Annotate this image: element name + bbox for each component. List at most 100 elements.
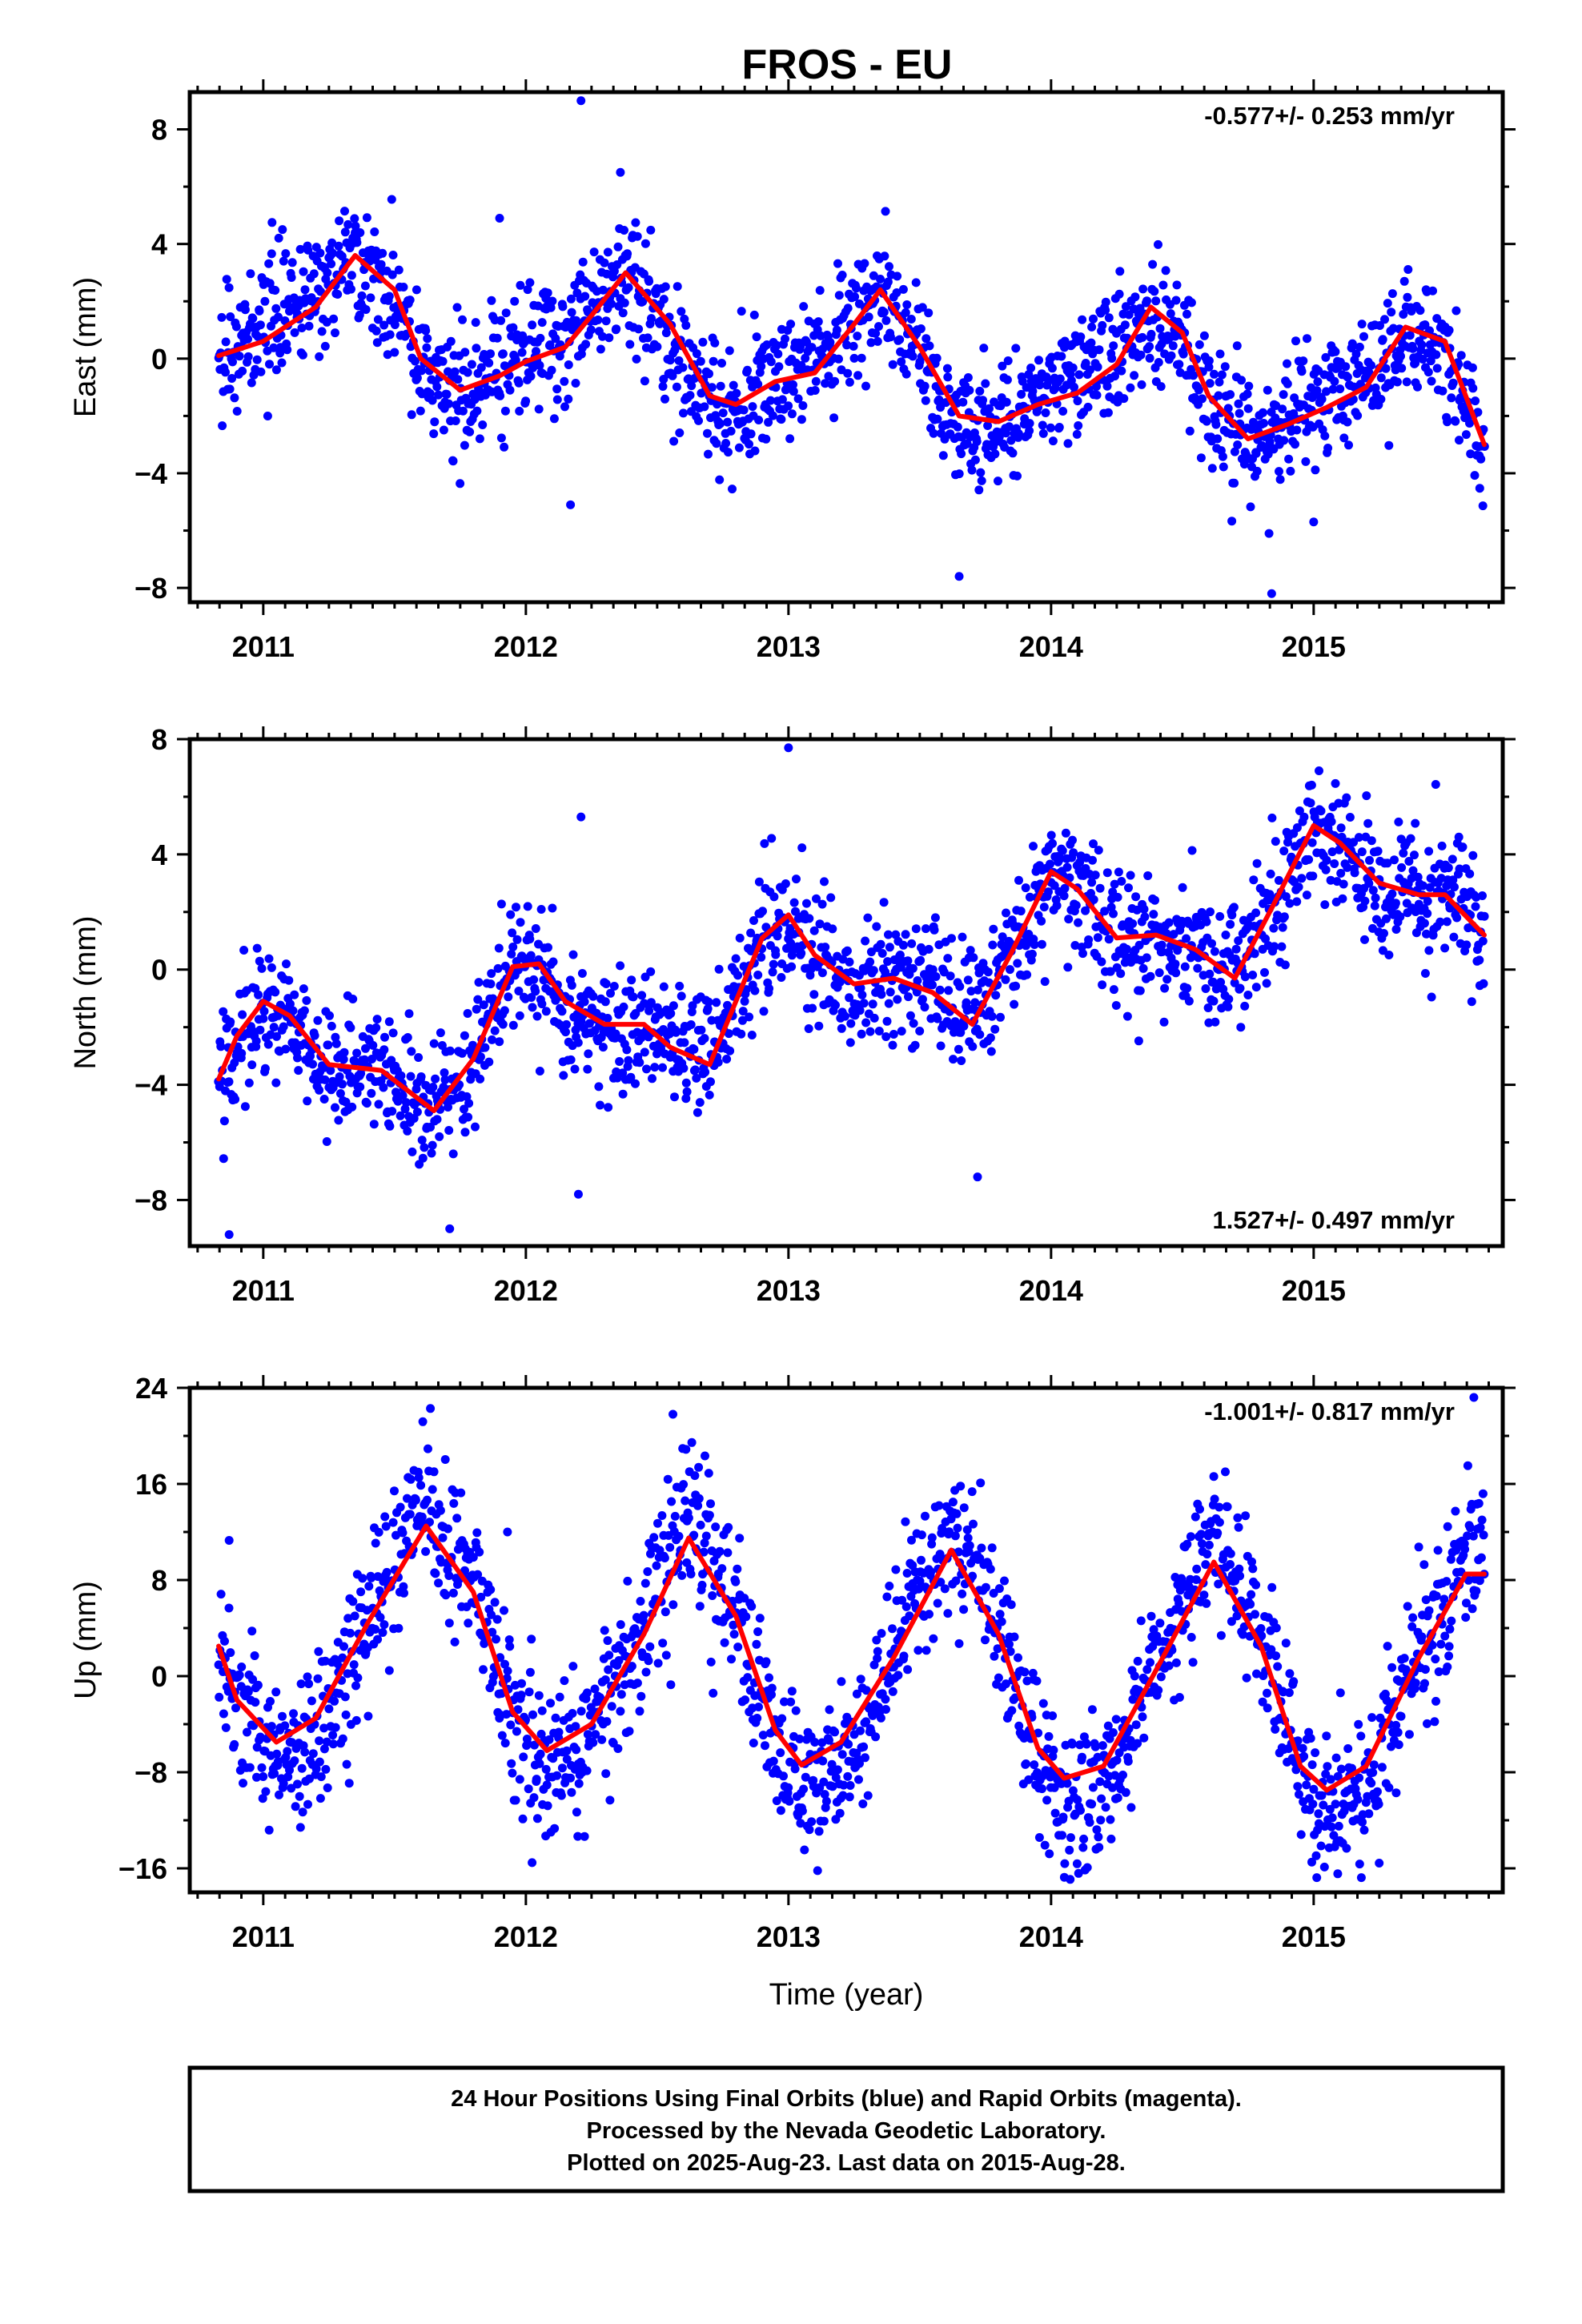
data-point bbox=[1106, 1834, 1116, 1844]
data-point bbox=[387, 195, 396, 204]
data-point bbox=[596, 1100, 604, 1110]
data-point bbox=[745, 440, 753, 449]
data-point bbox=[627, 1662, 636, 1671]
data-point bbox=[303, 1096, 312, 1106]
data-point bbox=[1221, 931, 1231, 939]
data-point bbox=[1216, 978, 1226, 987]
data-point bbox=[618, 1068, 628, 1078]
data-point bbox=[586, 325, 596, 335]
data-point bbox=[1280, 960, 1290, 970]
data-point bbox=[781, 879, 790, 888]
data-point bbox=[946, 971, 955, 981]
data-point bbox=[1022, 1759, 1030, 1768]
data-point bbox=[705, 1510, 714, 1520]
data-point bbox=[852, 1689, 861, 1699]
data-point bbox=[280, 1721, 290, 1731]
data-point bbox=[1251, 448, 1261, 458]
data-point bbox=[820, 1790, 829, 1799]
data-point bbox=[340, 207, 349, 216]
data-point bbox=[913, 976, 922, 985]
data-point bbox=[282, 959, 291, 969]
data-point bbox=[1048, 838, 1057, 848]
data-point bbox=[797, 948, 806, 958]
data-point bbox=[1246, 502, 1255, 512]
data-point bbox=[267, 963, 276, 972]
data-point bbox=[855, 1006, 865, 1015]
data-point bbox=[616, 961, 625, 971]
data-point bbox=[492, 1614, 502, 1624]
data-point bbox=[1202, 416, 1211, 426]
data-point bbox=[379, 1045, 389, 1055]
data-point bbox=[1220, 362, 1230, 372]
data-point bbox=[1093, 933, 1102, 943]
data-point bbox=[1244, 381, 1254, 391]
data-point bbox=[1423, 368, 1433, 377]
data-point bbox=[1382, 914, 1391, 923]
data-point bbox=[295, 1823, 305, 1832]
plot-frame bbox=[187, 90, 1505, 605]
data-point bbox=[313, 1015, 323, 1025]
data-point bbox=[1195, 340, 1204, 349]
data-point bbox=[507, 1759, 516, 1768]
data-point bbox=[1261, 934, 1270, 943]
data-point bbox=[1378, 946, 1387, 955]
data-point bbox=[1037, 916, 1046, 926]
data-point bbox=[968, 1042, 978, 1051]
data-point bbox=[1172, 280, 1182, 290]
data-point bbox=[898, 284, 908, 294]
data-point bbox=[514, 378, 524, 388]
data-point bbox=[865, 1027, 875, 1036]
data-point bbox=[940, 1584, 950, 1594]
data-point bbox=[1266, 869, 1275, 879]
data-point bbox=[917, 303, 927, 312]
data-point bbox=[877, 990, 886, 999]
data-point bbox=[405, 1510, 415, 1519]
data-point bbox=[449, 1498, 459, 1508]
data-point bbox=[777, 415, 786, 424]
data-point bbox=[1137, 380, 1146, 389]
data-point bbox=[837, 1023, 846, 1033]
model-curve bbox=[216, 822, 1487, 1113]
data-point bbox=[881, 1705, 890, 1714]
data-point bbox=[532, 1011, 542, 1021]
data-point bbox=[640, 1578, 650, 1588]
data-point bbox=[725, 346, 734, 356]
data-point bbox=[567, 308, 576, 317]
data-point bbox=[387, 270, 397, 279]
data-point bbox=[956, 1482, 966, 1491]
data-point bbox=[1075, 858, 1085, 867]
data-point bbox=[304, 321, 314, 331]
data-point bbox=[432, 382, 442, 392]
data-point bbox=[524, 1784, 533, 1794]
data-point bbox=[436, 1506, 445, 1515]
data-point bbox=[326, 1066, 335, 1076]
data-point bbox=[528, 1003, 537, 1012]
data-point bbox=[1410, 850, 1419, 860]
data-point bbox=[474, 978, 484, 987]
data-point bbox=[1306, 798, 1315, 808]
data-point bbox=[1322, 855, 1331, 865]
data-point bbox=[458, 406, 468, 416]
data-point bbox=[872, 922, 881, 931]
data-point bbox=[277, 358, 287, 368]
data-point bbox=[1431, 350, 1441, 360]
data-point bbox=[903, 1665, 913, 1675]
data-point bbox=[472, 1004, 481, 1014]
data-point bbox=[1103, 1721, 1113, 1731]
data-point bbox=[593, 316, 603, 324]
data-point bbox=[703, 1004, 713, 1014]
data-point bbox=[998, 932, 1007, 942]
data-point bbox=[888, 1624, 897, 1634]
data-point bbox=[963, 373, 973, 382]
data-point bbox=[612, 324, 621, 334]
data-point bbox=[315, 248, 325, 258]
data-point bbox=[1419, 881, 1427, 891]
data-point bbox=[1041, 408, 1050, 417]
data-point bbox=[1294, 883, 1303, 892]
data-point bbox=[616, 1707, 625, 1716]
data-point bbox=[582, 1766, 592, 1775]
data-point bbox=[1155, 1618, 1165, 1628]
data-point bbox=[444, 1103, 452, 1112]
data-point bbox=[453, 375, 463, 384]
data-point bbox=[657, 1511, 667, 1520]
